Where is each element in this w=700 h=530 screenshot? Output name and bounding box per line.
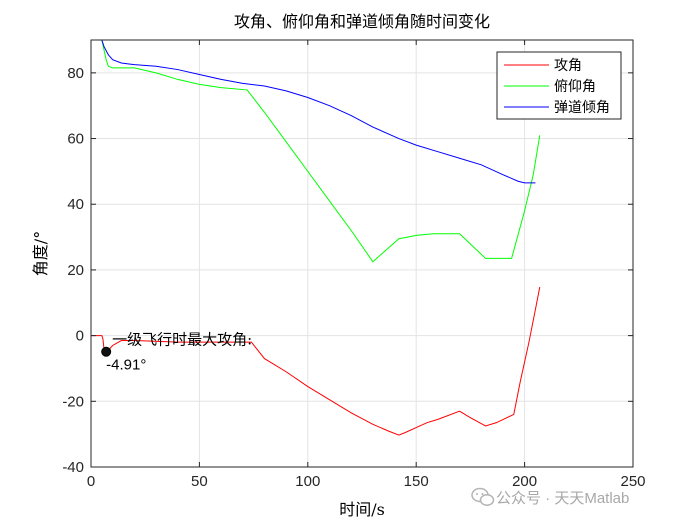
axis-ticks: 0 50 100 150 200 250 -40 -20 0 20 40 60 80 <box>62 40 646 490</box>
x-tick-label: 0 <box>87 473 95 490</box>
y-tick-label: 20 <box>67 262 84 279</box>
y-axis-label: 角度/° <box>31 231 50 276</box>
legend-label: 弹道倾角 <box>554 100 610 116</box>
chart-title: 攻角、俯仰角和弹道倾角随时间变化 <box>234 12 490 31</box>
legend-label: 俯仰角 <box>554 79 596 95</box>
annotation-label: 一级飞行时最大攻角: <box>112 331 252 349</box>
annotation-marker <box>101 346 112 357</box>
y-tick-label: -20 <box>62 393 84 410</box>
x-tick-label: 100 <box>295 473 320 490</box>
watermark-text: 公众号 · 天天Matlab <box>496 490 629 507</box>
y-tick-label: -40 <box>62 459 84 476</box>
y-tick-label: 60 <box>67 131 84 148</box>
y-tick-label: 80 <box>67 65 84 82</box>
x-tick-label: 250 <box>620 473 645 490</box>
series-line <box>91 39 541 263</box>
x-tick-label: 50 <box>191 473 208 490</box>
y-tick-label: 0 <box>76 328 84 345</box>
y-tick-label: 40 <box>67 196 84 213</box>
annotation-value: -4.91° <box>106 357 146 374</box>
annotation: 一级飞行时最大攻角: -4.91° <box>101 331 252 374</box>
watermark: 公众号 · 天天Matlab <box>471 487 629 507</box>
series-line <box>91 39 536 184</box>
series-line <box>91 286 541 436</box>
plot-frame <box>90 39 634 468</box>
series-lines <box>91 39 541 436</box>
x-tick-label: 200 <box>512 473 537 490</box>
x-axis-label: 时间/s <box>339 500 385 519</box>
legend-label: 攻角 <box>554 58 582 74</box>
x-tick-label: 150 <box>404 473 429 490</box>
wechat-icon <box>471 487 495 506</box>
